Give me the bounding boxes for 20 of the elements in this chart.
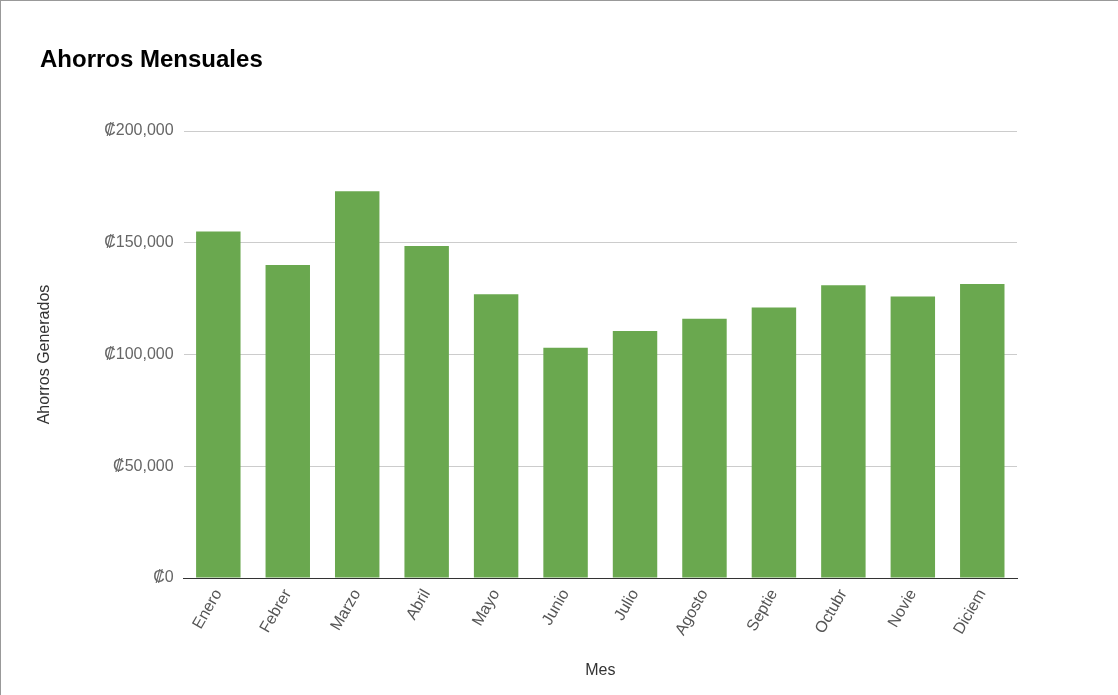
chart-title: Ahorros Mensuales [40, 45, 263, 73]
bar [751, 307, 797, 578]
bar [960, 284, 1005, 578]
y-tick-label: ₡150,000 [104, 233, 174, 251]
bar [821, 285, 866, 578]
y-axis-title: Ahorros Generados [35, 284, 53, 425]
y-tick-label: ₡0 [153, 568, 174, 586]
bar [682, 318, 727, 578]
bar [612, 331, 658, 578]
y-tick-label: ₡200,000 [104, 121, 174, 139]
bar [473, 294, 519, 578]
x-axis-title: Mes [585, 660, 616, 678]
y-tick-label: ₡50,000 [113, 456, 174, 474]
bar [334, 191, 380, 578]
bar [890, 296, 936, 578]
bar [404, 246, 449, 578]
y-tick-label: ₡100,000 [104, 344, 174, 362]
bar [543, 347, 588, 578]
bar [196, 231, 241, 578]
bar [265, 265, 310, 578]
